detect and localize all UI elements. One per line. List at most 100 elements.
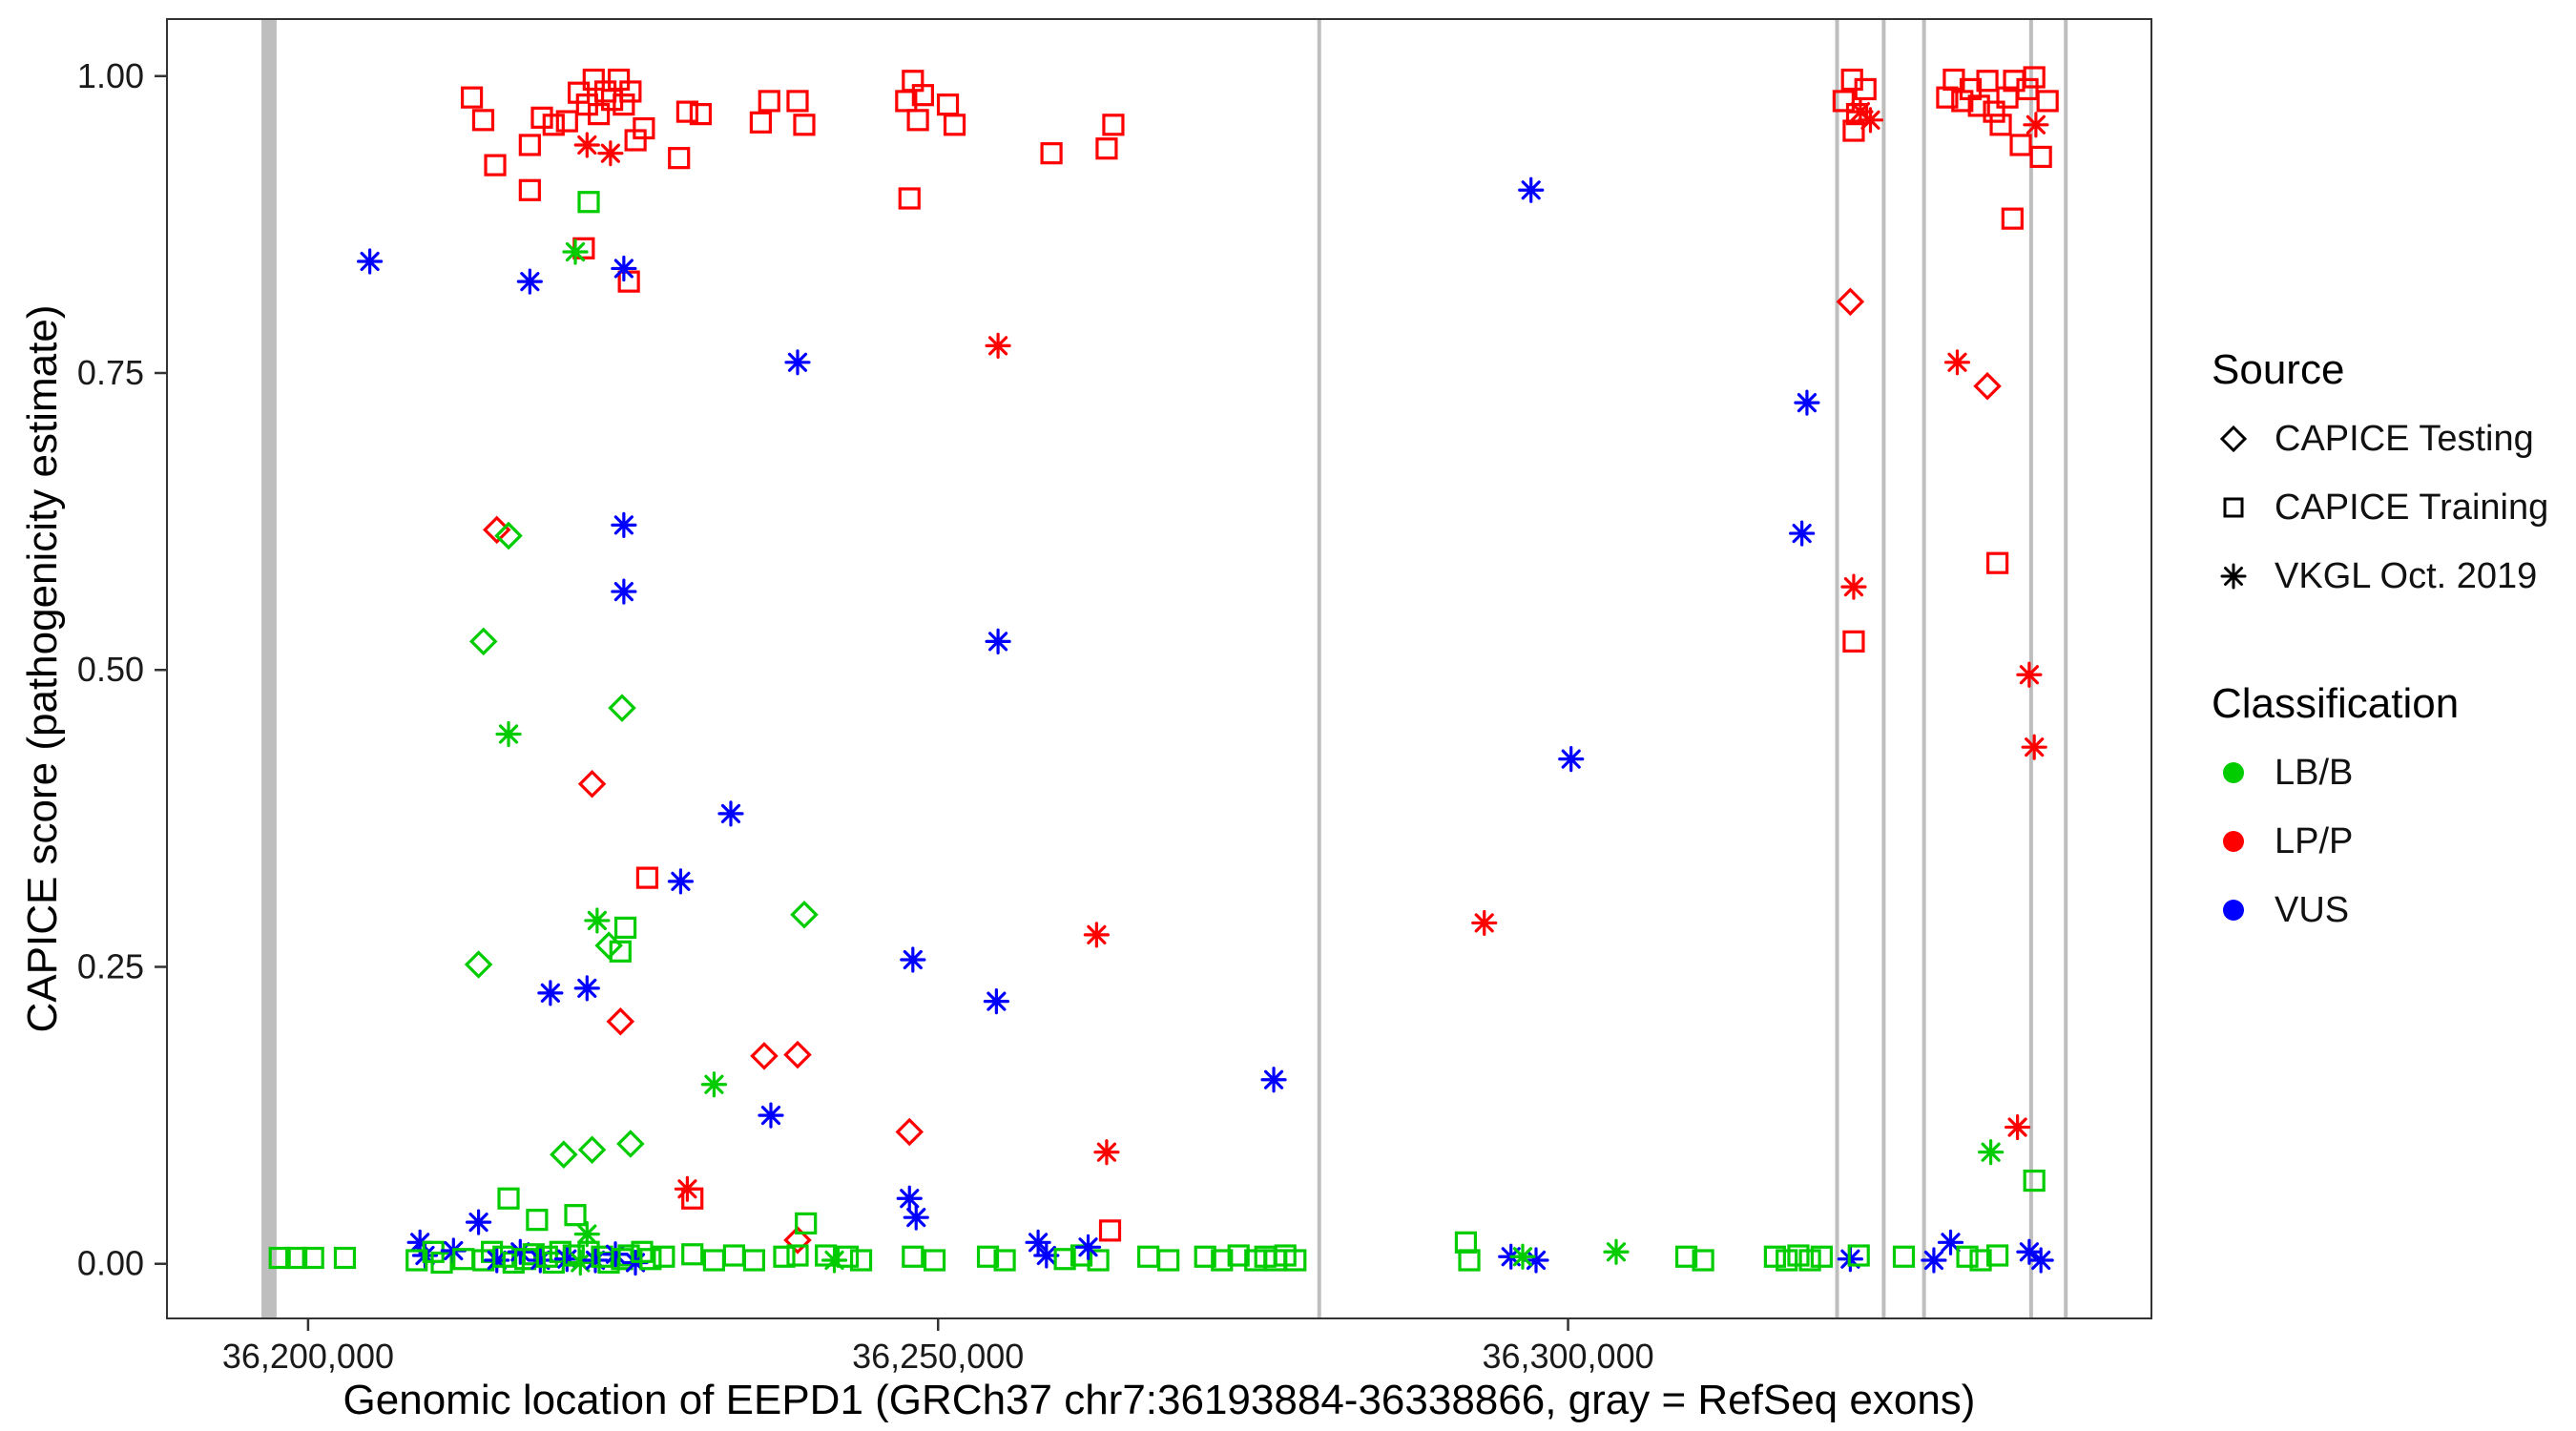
data-point-asterisk — [2016, 661, 2043, 688]
legend-item-label: LB/B — [2275, 752, 2354, 793]
y-axis-title: CAPICE score (pathogenicity estimate) — [19, 304, 66, 1033]
data-point-square — [742, 1249, 766, 1272]
data-point-square — [1847, 1244, 1870, 1267]
data-point-square — [1983, 100, 2005, 123]
refseq-exon-bar — [2028, 19, 2033, 1318]
data-point-square — [301, 1246, 324, 1270]
data-point-asterisk — [1074, 1234, 1102, 1260]
y-tick-label: 0.25 — [77, 946, 144, 985]
refseq-exon-bar — [1835, 19, 1839, 1318]
data-point-square — [1842, 119, 1865, 142]
data-point-diamond — [790, 900, 819, 929]
data-point-asterisk — [1921, 1247, 1947, 1274]
panel-border — [166, 18, 2152, 1319]
data-point-asterisk — [821, 1247, 848, 1274]
refseq-exon-bar — [261, 19, 277, 1318]
legend-item-classification: LP/P — [2212, 807, 2574, 876]
data-point-square — [2001, 207, 2024, 230]
data-point-square — [607, 68, 631, 92]
data-point-square — [675, 100, 699, 123]
data-point-square — [1989, 114, 2012, 136]
data-point-asterisk — [2027, 1247, 2054, 1274]
data-point-asterisk — [700, 1071, 728, 1098]
data-point-square — [1986, 1244, 2009, 1267]
data-point-diamond — [895, 1117, 924, 1147]
data-point-asterisk — [2021, 734, 2047, 760]
legend-item-source: VKGL Oct. 2019 — [2212, 542, 2574, 611]
legend-item-classification: LB/B — [2212, 738, 2574, 807]
legend-source-group: Source CAPICE Testing CAPICE Training VKGL… — [2212, 336, 2574, 611]
data-point-asterisk — [667, 868, 695, 895]
legend-circle-icon — [2223, 762, 2244, 783]
data-point-square — [1986, 551, 2009, 574]
data-point-square — [497, 1187, 520, 1210]
data-point-diamond — [606, 1006, 635, 1036]
data-point-square — [1810, 1245, 1833, 1268]
data-point-square — [1098, 1219, 1122, 1242]
data-point-square — [681, 1187, 704, 1210]
data-point-square — [1095, 137, 1118, 160]
data-point-square — [562, 1244, 585, 1267]
data-point-asterisk — [2016, 1238, 2043, 1265]
refseq-exon-bar — [1881, 19, 1886, 1318]
data-point-square — [1956, 1245, 1979, 1268]
legend-item-classification: VUS — [2212, 876, 2574, 944]
data-point-square — [786, 1244, 809, 1267]
data-point-asterisk — [1093, 1139, 1120, 1166]
data-point-square — [1284, 1249, 1307, 1272]
legend: Source CAPICE Testing CAPICE Training VKGL… — [2212, 336, 2574, 1004]
data-point-square — [976, 1245, 1000, 1268]
data-point-square — [619, 80, 642, 103]
data-point-asterisk — [1033, 1242, 1060, 1269]
data-point-asterisk — [553, 1246, 580, 1273]
data-point-square — [582, 68, 605, 92]
data-point-square — [923, 1249, 946, 1272]
data-point-square — [1674, 1245, 1698, 1268]
data-point-diamond — [464, 950, 493, 979]
x-tick-label: 36,250,000 — [852, 1337, 1024, 1376]
data-point-square — [613, 93, 635, 116]
data-point-square — [484, 154, 507, 176]
data-point-square — [1976, 70, 1999, 93]
data-point-diamond — [577, 769, 607, 798]
legend-classification-title: Classification — [2212, 680, 2460, 727]
legend-circle-icon — [2223, 900, 2244, 921]
data-point-diamond — [577, 1135, 607, 1164]
data-point-square — [943, 114, 966, 136]
data-point-diamond — [468, 627, 498, 656]
data-point-asterisk — [611, 511, 637, 538]
refseq-exon-bar — [1317, 19, 1321, 1318]
data-point-diamond — [783, 1040, 812, 1069]
data-point-asterisk — [1603, 1238, 1630, 1265]
data-point-square — [613, 916, 637, 940]
data-point-asterisk — [1518, 176, 1545, 203]
y-tick-label: 0.50 — [77, 650, 144, 689]
data-point-square — [577, 191, 600, 214]
data-point-diamond — [783, 1226, 812, 1255]
data-point-square — [793, 114, 816, 136]
refseq-exon-bar — [1922, 19, 1926, 1318]
legend-classification-items: LB/B LP/P VUS — [2212, 738, 2574, 944]
data-point-square — [906, 109, 929, 132]
data-point-square — [1157, 1249, 1180, 1272]
x-tick-label: 36,200,000 — [222, 1337, 394, 1376]
data-point-square — [1454, 1231, 1478, 1254]
data-point-asterisk — [903, 1204, 929, 1231]
data-point-asterisk — [602, 1241, 629, 1268]
data-point-square — [1892, 1245, 1916, 1268]
legend-item-source: CAPICE Training — [2212, 473, 2574, 542]
data-point-square — [518, 178, 541, 201]
data-point-diamond — [750, 1042, 779, 1070]
data-point-square — [460, 86, 484, 109]
data-point-square — [1053, 1248, 1076, 1271]
data-point-square — [564, 1204, 587, 1227]
data-point-square — [849, 1249, 873, 1272]
data-point-square — [518, 134, 541, 156]
data-point-square — [722, 1244, 746, 1267]
data-point-asterisk — [573, 975, 600, 1002]
data-point-asterisk — [406, 1229, 433, 1255]
refseq-exon-bar — [2064, 19, 2068, 1318]
data-point-square — [549, 1240, 571, 1263]
data-point-square — [1102, 114, 1125, 136]
